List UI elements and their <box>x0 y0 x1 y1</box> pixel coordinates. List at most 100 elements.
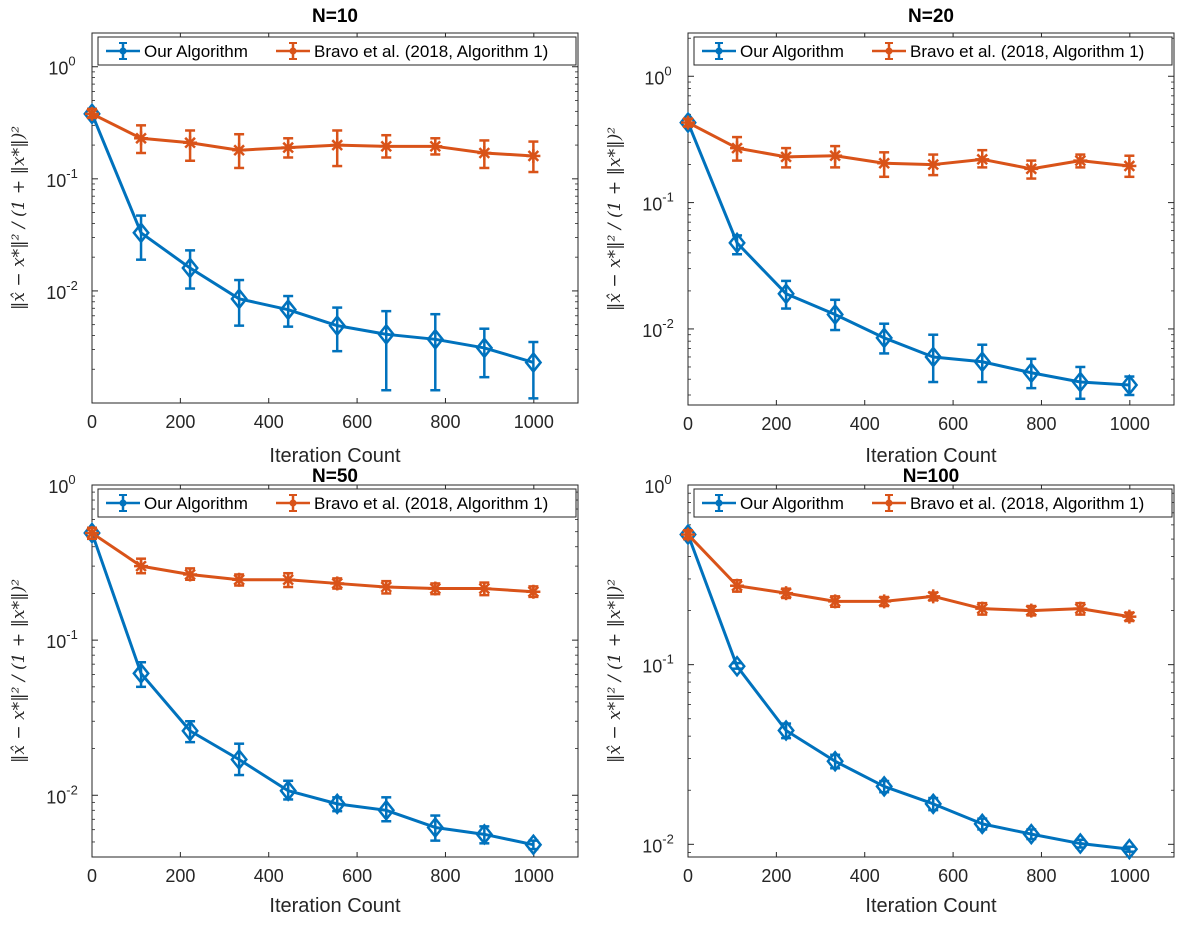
y-tick-exponent: -1 <box>66 166 78 181</box>
chart-title: N=50 <box>312 466 358 487</box>
y-tick-label: 10-2 <box>46 782 78 807</box>
data-point <box>428 139 442 153</box>
y-tick-exponent: -2 <box>662 831 674 846</box>
x-tick-label: 600 <box>342 412 372 432</box>
y-tick-base: 10 <box>48 477 68 497</box>
y-tick-label: 100 <box>644 63 671 88</box>
data-point <box>232 143 246 157</box>
x-tick-label: 400 <box>254 866 284 886</box>
x-axis-label: Iteration Count <box>269 895 401 917</box>
chart-panel-3: N=500 200 400 600 800 100010-210-1100Iteratio… <box>9 466 578 917</box>
x-tick-label: 800 <box>430 866 460 886</box>
legend-label: Our Algorithm <box>144 494 248 513</box>
y-tick-exponent: 0 <box>68 54 75 69</box>
y-tick-base: 10 <box>46 171 66 191</box>
legend: Our Algorithm Bravo et al. (2018, Algorit… <box>98 37 576 65</box>
y-axis-label: ‖x̂ − x*‖² / (1 + ‖x*‖)² <box>9 126 29 310</box>
x-axis-label: Iteration Count <box>269 445 401 467</box>
data-point <box>379 139 393 153</box>
legend-entry: Bravo et al. (2018, Algorithm 1) <box>276 494 548 513</box>
chart-panel-2: N=200 200 400 600 800 100010-210-1100Iteratio… <box>605 6 1174 467</box>
legend: Our Algorithm Bravo et al. (2018, Algorit… <box>98 489 576 517</box>
y-tick-label: 100 <box>48 472 75 497</box>
legend-label: Bravo et al. (2018, Algorithm 1) <box>910 494 1144 513</box>
chart-title: N=10 <box>312 6 358 27</box>
legend-marker <box>120 500 127 507</box>
plot-area <box>92 33 578 403</box>
y-tick-label: 10-2 <box>46 278 78 303</box>
y-tick-exponent: -2 <box>66 278 78 293</box>
data-point <box>1122 159 1136 173</box>
x-tick-label: 400 <box>850 414 880 434</box>
x-axis-label: Iteration Count <box>865 445 997 467</box>
legend-marker <box>886 500 893 507</box>
legend-label: Our Algorithm <box>144 42 248 61</box>
y-tick-exponent: -1 <box>662 652 674 667</box>
legend-label: Bravo et al. (2018, Algorithm 1) <box>910 42 1144 61</box>
y-axis-label: ‖x̂ − x*‖² / (1 + ‖x*‖)² <box>605 127 625 311</box>
data-point <box>681 116 695 130</box>
x-tick-label: 1000 <box>1110 866 1150 886</box>
data-point <box>183 136 197 150</box>
x-tick-label: 600 <box>938 866 968 886</box>
legend-label: Our Algorithm <box>740 494 844 513</box>
y-tick-base: 10 <box>642 195 662 215</box>
y-tick-label: 10-1 <box>642 652 674 677</box>
data-point <box>134 131 148 145</box>
y-tick-label: 10-1 <box>46 627 78 652</box>
x-tick-label: 600 <box>342 866 372 886</box>
y-tick-exponent: 0 <box>664 472 671 487</box>
legend-label: Our Algorithm <box>740 42 844 61</box>
legend-marker <box>120 48 127 55</box>
y-tick-label: 100 <box>48 54 75 79</box>
y-tick-exponent: -2 <box>662 316 674 331</box>
x-tick-label: 0 <box>683 866 693 886</box>
x-tick-label: 800 <box>1026 866 1056 886</box>
chart-panel-1: N=100 200 400 600 800 100010-210-1100Iteratio… <box>9 6 578 467</box>
data-point <box>1024 162 1038 176</box>
x-tick-label: 1000 <box>1110 414 1150 434</box>
legend-entry: Bravo et al. (2018, Algorithm 1) <box>872 42 1144 61</box>
y-tick-label: 10-1 <box>46 166 78 191</box>
y-tick-label: 100 <box>644 472 671 497</box>
legend: Our Algorithm Bravo et al. (2018, Algorit… <box>694 37 1172 65</box>
legend-marker <box>290 500 297 507</box>
data-point <box>85 107 99 121</box>
x-tick-label: 200 <box>761 414 791 434</box>
y-tick-base: 10 <box>46 632 66 652</box>
y-tick-base: 10 <box>46 787 66 807</box>
y-axis-label: ‖x̂ − x*‖² / (1 + ‖x*‖)² <box>605 579 625 763</box>
x-tick-label: 0 <box>87 412 97 432</box>
chart-title: N=20 <box>908 6 954 27</box>
x-tick-label: 800 <box>430 412 460 432</box>
y-tick-base: 10 <box>46 283 66 303</box>
x-tick-label: 0 <box>87 866 97 886</box>
legend-label: Bravo et al. (2018, Algorithm 1) <box>314 42 548 61</box>
x-tick-label: 400 <box>850 866 880 886</box>
y-tick-exponent: -1 <box>662 190 674 205</box>
legend-entry: Bravo et al. (2018, Algorithm 1) <box>276 42 548 61</box>
x-tick-label: 800 <box>1026 414 1056 434</box>
y-tick-label: 10-2 <box>642 831 674 856</box>
y-tick-exponent: -2 <box>66 782 78 797</box>
x-tick-label: 200 <box>165 866 195 886</box>
y-tick-label: 10-2 <box>642 316 674 341</box>
x-tick-label: 400 <box>254 412 284 432</box>
legend-marker <box>716 500 723 507</box>
y-tick-base: 10 <box>642 836 662 856</box>
data-point <box>477 146 491 160</box>
x-tick-label: 1000 <box>514 866 554 886</box>
x-tick-label: 200 <box>761 866 791 886</box>
x-tick-label: 0 <box>683 414 693 434</box>
x-tick-label: 1000 <box>514 412 554 432</box>
legend-marker <box>290 48 297 55</box>
data-point <box>281 141 295 155</box>
y-tick-base: 10 <box>644 68 664 88</box>
legend-marker <box>716 48 723 55</box>
y-tick-base: 10 <box>642 321 662 341</box>
legend-marker <box>886 48 893 55</box>
x-tick-label: 600 <box>938 414 968 434</box>
x-axis-label: Iteration Count <box>865 895 997 917</box>
y-tick-exponent: 0 <box>68 472 75 487</box>
